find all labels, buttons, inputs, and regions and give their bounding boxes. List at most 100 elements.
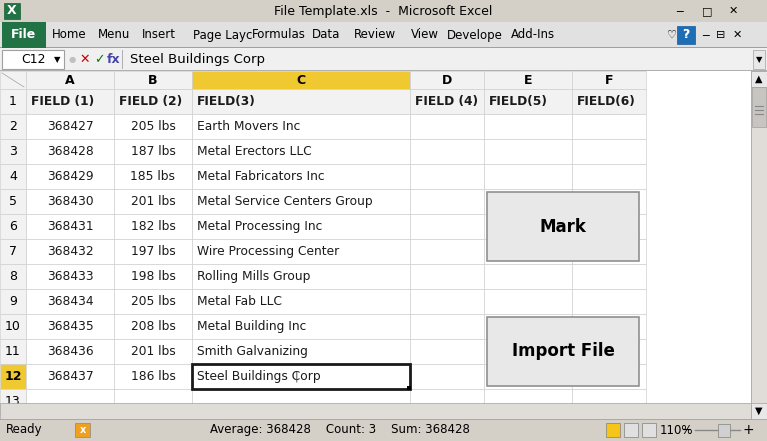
Text: Mark: Mark (539, 217, 587, 235)
Bar (26, 314, 114, 339)
Bar (484, 389, 572, 414)
Bar (572, 214, 646, 239)
Bar (484, 189, 572, 214)
Text: X: X (7, 4, 17, 18)
Bar (192, 339, 410, 364)
Bar (0, 339, 26, 364)
Text: FIELD (2): FIELD (2) (119, 95, 182, 108)
Text: 368429: 368429 (47, 170, 94, 183)
Text: Menu: Menu (98, 29, 130, 41)
Bar (26, 189, 114, 214)
Text: 368431: 368431 (47, 220, 94, 233)
Bar (572, 364, 646, 389)
Bar (572, 71, 646, 89)
Bar (484, 164, 572, 189)
Text: Metal Building Inc: Metal Building Inc (197, 320, 306, 333)
Text: ─: ─ (676, 6, 683, 16)
Text: Metal Fabricators Inc: Metal Fabricators Inc (197, 170, 324, 183)
Text: 368434: 368434 (47, 295, 94, 308)
Text: 12: 12 (5, 370, 21, 383)
Bar (410, 264, 484, 289)
Bar (410, 289, 484, 314)
Bar (484, 339, 572, 364)
Text: ✕: ✕ (732, 30, 742, 40)
Bar (0, 314, 26, 339)
Bar (410, 189, 484, 214)
Text: 368427: 368427 (47, 120, 94, 133)
Bar (0, 264, 26, 289)
Bar (606, 423, 620, 437)
Bar (0, 389, 26, 414)
Bar (624, 423, 638, 437)
Bar (0, 419, 767, 441)
Bar (114, 239, 192, 264)
Text: 11: 11 (5, 345, 21, 358)
Bar (751, 71, 767, 419)
Text: F: F (604, 74, 614, 86)
Bar (114, 139, 192, 164)
Bar (0, 47, 767, 48)
Bar (572, 164, 646, 189)
Bar (26, 389, 114, 414)
Text: 13: 13 (5, 395, 21, 408)
Text: Steel Buildings Corp: Steel Buildings Corp (197, 370, 321, 383)
Text: Insert: Insert (142, 29, 176, 41)
Bar (192, 89, 410, 114)
Bar (26, 214, 114, 239)
Text: Formulas: Formulas (252, 29, 306, 41)
Bar (114, 314, 192, 339)
Bar (407, 386, 411, 390)
Text: 1: 1 (9, 95, 17, 108)
Text: D: D (442, 74, 452, 86)
Text: FIELD (4): FIELD (4) (415, 95, 478, 108)
Text: File: File (12, 29, 37, 41)
Text: ▼: ▼ (54, 55, 61, 64)
Text: 4: 4 (9, 170, 17, 183)
Text: 198 lbs: 198 lbs (130, 270, 176, 283)
Bar (75, 423, 90, 437)
Bar (114, 71, 192, 89)
Text: 205 lbs: 205 lbs (130, 120, 176, 133)
Bar (192, 214, 410, 239)
Bar (410, 339, 484, 364)
Text: B: B (148, 74, 158, 86)
Bar (192, 264, 410, 289)
Text: Add-Ins: Add-Ins (511, 29, 555, 41)
Bar (192, 139, 410, 164)
Bar (487, 317, 639, 386)
Text: Page Layc: Page Layc (193, 29, 252, 41)
Text: 368430: 368430 (47, 195, 94, 208)
Text: ⊟: ⊟ (716, 30, 726, 40)
Text: 201 lbs: 201 lbs (130, 195, 176, 208)
Text: Metal Service Centers Group: Metal Service Centers Group (197, 195, 373, 208)
Text: ✕: ✕ (729, 6, 738, 16)
Bar (718, 424, 730, 437)
Bar (410, 364, 484, 389)
Bar (0, 289, 26, 314)
Bar (572, 89, 646, 114)
Text: FIELD (1): FIELD (1) (31, 95, 94, 108)
Text: FIELD(6): FIELD(6) (577, 95, 636, 108)
Bar (26, 364, 114, 389)
Bar (192, 389, 410, 414)
Bar (484, 139, 572, 164)
Bar (410, 214, 484, 239)
Text: ●: ● (68, 55, 76, 64)
Text: View: View (411, 29, 439, 41)
Bar (410, 114, 484, 139)
Bar (192, 239, 410, 264)
Bar (572, 239, 646, 264)
Text: ✓: ✓ (94, 53, 104, 66)
Bar (192, 71, 410, 89)
Text: 197 lbs: 197 lbs (130, 245, 176, 258)
Bar (114, 114, 192, 139)
Text: FIELD(3): FIELD(3) (197, 95, 255, 108)
Bar (2, 22, 46, 48)
Bar (114, 164, 192, 189)
Text: Rolling Mills Group: Rolling Mills Group (197, 270, 311, 283)
Bar (192, 364, 410, 389)
Bar (122, 50, 123, 69)
Text: 10: 10 (5, 320, 21, 333)
Text: Earth Movers Inc: Earth Movers Inc (197, 120, 301, 133)
Text: 368432: 368432 (47, 245, 94, 258)
